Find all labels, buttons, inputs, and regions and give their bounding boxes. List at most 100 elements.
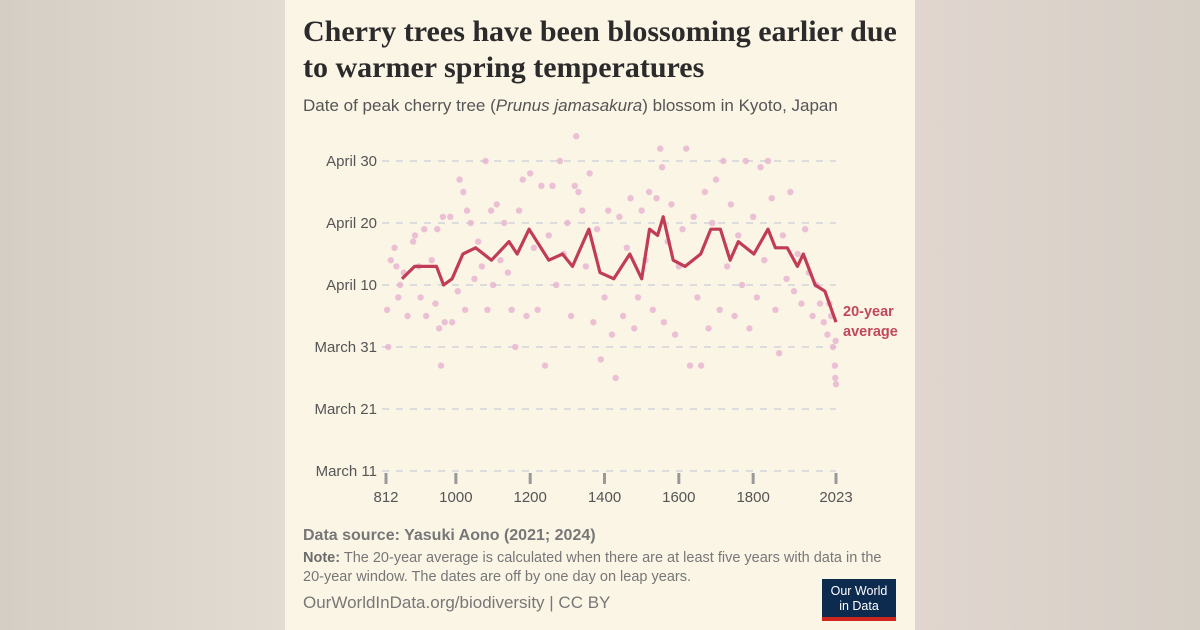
data-point xyxy=(690,213,697,220)
x-tick-label: 1200 xyxy=(513,489,546,506)
data-point xyxy=(575,188,582,196)
data-point xyxy=(573,133,580,140)
data-point xyxy=(590,319,597,326)
data-point xyxy=(705,325,712,332)
logo-text-line: Our World xyxy=(830,584,888,598)
data-point xyxy=(484,306,491,313)
data-point xyxy=(764,157,772,165)
data-point xyxy=(820,319,827,326)
data-point xyxy=(541,362,549,369)
chart-header: Cherry trees have been blossoming earlie… xyxy=(303,14,908,117)
data-point xyxy=(761,257,768,264)
data-point xyxy=(619,312,627,320)
data-point xyxy=(772,306,779,313)
data-point xyxy=(395,294,402,301)
blurred-background-right xyxy=(915,0,1200,630)
data-point xyxy=(487,207,495,214)
data-point xyxy=(638,207,645,214)
data-point xyxy=(500,219,508,227)
data-point xyxy=(593,226,601,233)
data-point xyxy=(616,213,623,220)
data-point xyxy=(787,188,794,196)
data-point xyxy=(434,226,441,233)
data-point xyxy=(435,325,443,332)
data-point xyxy=(556,157,564,165)
data-point xyxy=(461,306,469,313)
data-point xyxy=(768,195,775,202)
x-tick-label: 1400 xyxy=(588,489,621,506)
data-point xyxy=(671,331,679,338)
data-point xyxy=(683,145,690,152)
data-point xyxy=(824,331,831,338)
data-point xyxy=(552,281,560,289)
data-point xyxy=(597,356,604,363)
data-point xyxy=(417,294,424,301)
data-point xyxy=(723,263,731,270)
data-point xyxy=(471,275,478,282)
data-point xyxy=(746,325,753,332)
data-point xyxy=(798,300,805,307)
source-url-link[interactable]: OurWorldInData.org/biodiversity | CC BY xyxy=(303,593,611,612)
data-point xyxy=(612,374,619,382)
data-point xyxy=(549,182,556,189)
data-point xyxy=(385,343,392,351)
data-point xyxy=(448,319,456,326)
data-point xyxy=(716,306,723,313)
data-point xyxy=(582,263,590,270)
data-point xyxy=(794,250,801,258)
data-point xyxy=(832,381,840,388)
data-point xyxy=(586,170,593,177)
data-point xyxy=(530,244,538,251)
data-point xyxy=(508,306,515,313)
y-tick-label: March 31 xyxy=(314,339,377,356)
data-point xyxy=(731,312,738,320)
data-point xyxy=(519,176,526,183)
note-text: The 20-year average is calculated when t… xyxy=(303,550,882,585)
data-point xyxy=(660,319,668,326)
data-point xyxy=(391,244,398,251)
data-point xyxy=(623,244,630,251)
y-tick-label: March 11 xyxy=(316,463,377,480)
data-point xyxy=(720,157,727,165)
data-point xyxy=(832,374,839,382)
subtitle-text-end: ) blossom in Kyoto, Japan xyxy=(642,96,838,115)
x-tick-label: 812 xyxy=(373,489,398,506)
chart-plot: April 30 April 20 April 10 March 31 March 21… xyxy=(314,133,898,506)
average-line xyxy=(400,215,838,323)
data-point xyxy=(627,195,634,202)
data-point xyxy=(757,164,764,171)
data-point xyxy=(428,257,435,264)
data-point xyxy=(601,294,608,301)
data-point xyxy=(526,170,534,177)
data-point xyxy=(694,294,701,301)
data-point xyxy=(478,263,486,270)
data-point xyxy=(608,331,616,338)
data-point xyxy=(809,312,816,320)
data-point xyxy=(753,294,761,301)
data-point xyxy=(668,201,675,208)
data-point xyxy=(447,213,454,220)
y-tick-label: April 30 xyxy=(326,153,377,170)
data-point xyxy=(779,232,787,239)
data-point xyxy=(439,213,447,220)
data-point xyxy=(735,232,742,239)
owid-logo: Our World in Data xyxy=(822,579,896,621)
subtitle-species: Prunus jamasakura xyxy=(495,96,643,115)
data-point xyxy=(383,306,391,313)
data-point xyxy=(645,188,653,196)
chart-note: Note: The 20-year average is calculated … xyxy=(303,549,903,587)
chart-card: April 30 April 20 April 10 March 31 March 21… xyxy=(285,0,915,630)
data-point xyxy=(456,176,463,183)
data-point xyxy=(697,362,705,369)
data-point xyxy=(738,281,746,289)
data-point xyxy=(545,232,552,239)
data-point xyxy=(783,275,790,282)
y-tick-label: April 10 xyxy=(326,277,377,294)
data-point xyxy=(727,201,735,208)
data-point xyxy=(775,350,783,357)
data-point xyxy=(686,362,694,369)
data-point xyxy=(831,362,839,369)
x-tick-label: 1000 xyxy=(439,489,472,506)
data-point xyxy=(567,312,575,320)
data-point xyxy=(649,306,657,313)
